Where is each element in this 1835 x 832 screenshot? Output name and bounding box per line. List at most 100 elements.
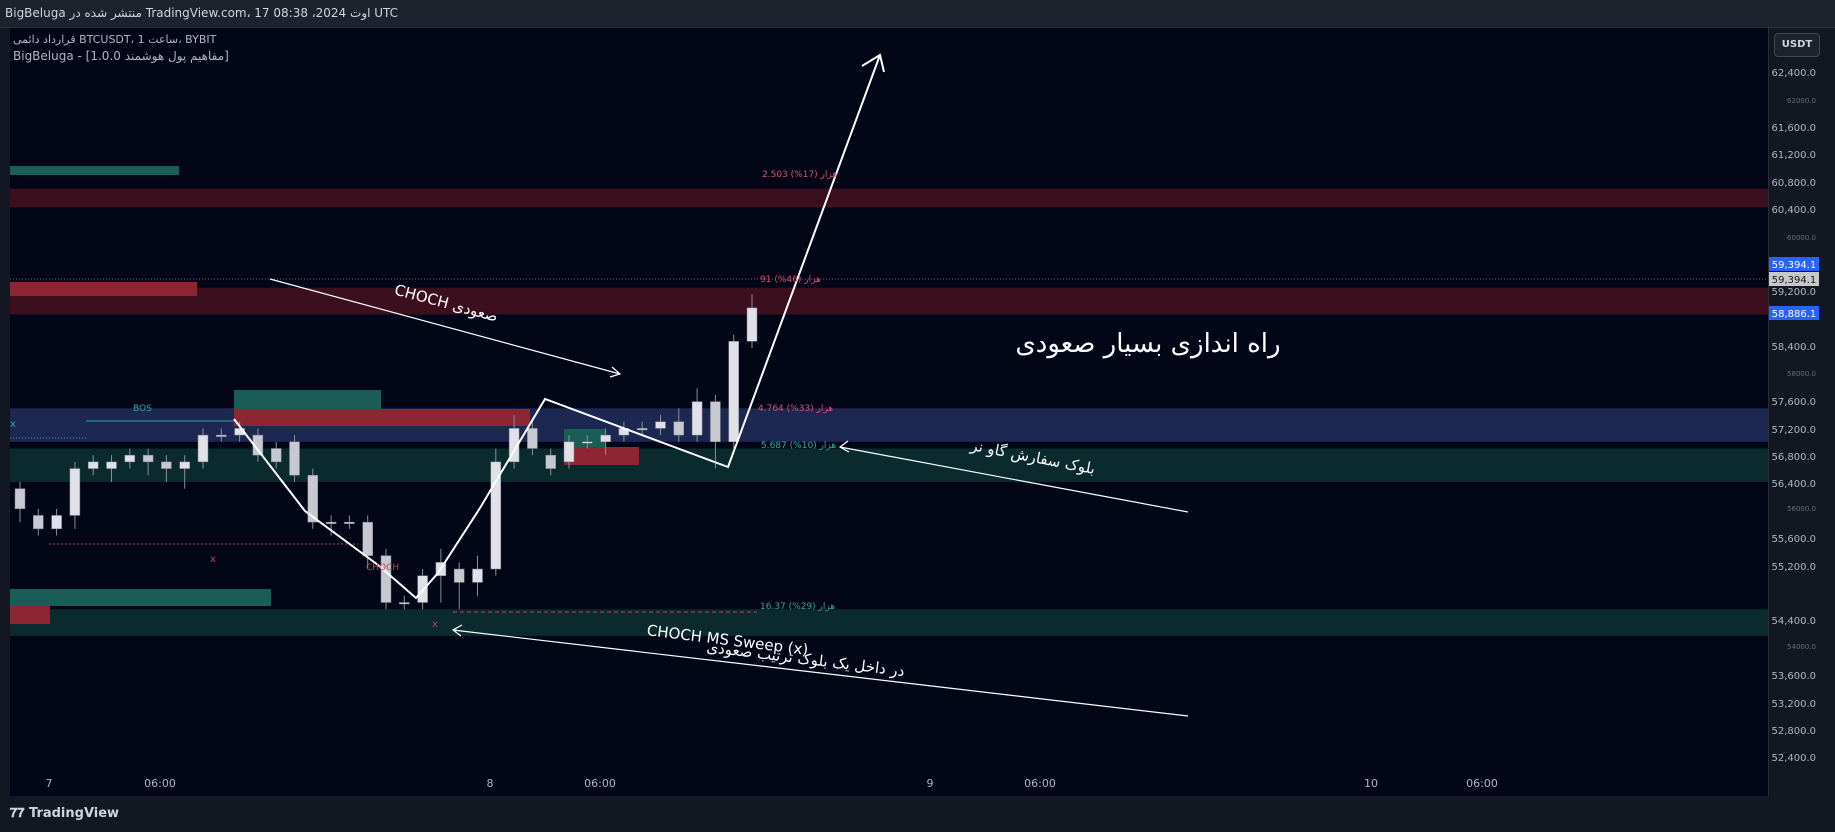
price-minor-tick: 56000.0 [1787, 505, 1816, 513]
price-tick-label: 58,400.0 [1771, 342, 1816, 353]
currency-button[interactable]: USDT [1774, 33, 1820, 57]
candle [270, 448, 282, 463]
indicator-line: BigBeluga - [مفاهیم پول هوشمند 1.0.0] [13, 49, 229, 63]
price-tick-label: 53,200.0 [1771, 699, 1816, 710]
price-tick-label: 61,200.0 [1771, 150, 1816, 161]
candle [600, 434, 611, 443]
candle [380, 555, 392, 603]
candle [582, 441, 593, 444]
price-badge-grey [1769, 272, 1819, 286]
candle [197, 434, 209, 463]
candle [362, 521, 373, 556]
price-tick-label: 61,600.0 [1771, 123, 1816, 134]
zone-band-3 [10, 448, 1768, 482]
publish-info: BigBeluga منتشر شده در TradingView.com، … [5, 6, 399, 20]
sweep-x-marker: x [432, 619, 438, 630]
candle [508, 428, 520, 463]
zone-band-1 [10, 287, 1768, 315]
candle [252, 434, 264, 456]
candle [216, 434, 227, 437]
tradingview-logo-icon: 𝟕𝟕 [10, 806, 25, 821]
candle [399, 602, 410, 605]
bear-order-block [10, 606, 50, 624]
time-tick-label: 7 [46, 777, 53, 790]
price-tick-label: 60,800.0 [1771, 178, 1816, 189]
tradingview-logo-text: TradingView [29, 806, 120, 821]
zone-label: 4.764 هزار (33%) [758, 404, 833, 414]
time-tick-label: 9 [927, 777, 934, 790]
price-tick-label: 52,800.0 [1771, 726, 1816, 737]
candle [344, 521, 355, 524]
candle [307, 475, 319, 523]
candle [453, 568, 465, 583]
price-axis[interactable] [1768, 28, 1835, 796]
candle [87, 461, 99, 469]
candle [161, 461, 172, 469]
tradingview-logo[interactable]: 𝟕𝟕 TradingView [10, 806, 119, 821]
price-tick-label: 62,400.0 [1771, 68, 1816, 79]
sweep-arrow [452, 629, 1189, 717]
zone-label: 2.503 هزار (17%) [762, 170, 837, 180]
symbol-line: قرارداد دائمی BTCUSDT، 1 ساعت، BYBIT [13, 33, 217, 46]
candle [655, 421, 666, 429]
price-tick-label: 56,800.0 [1771, 452, 1816, 463]
bull-order-block [10, 166, 179, 175]
time-tick-label: 06:00 [144, 777, 176, 790]
price-badge-blue-text: 59,394.1 [1772, 260, 1817, 271]
candle [710, 401, 721, 443]
chart-legend: قرارداد دائمی BTCUSDT، 1 ساعت، BYBIT Big… [13, 33, 229, 66]
bull-order-block [564, 429, 606, 447]
bull-ob-arrow [839, 446, 1189, 513]
candle [545, 454, 556, 469]
price-tick-label: 59,200.0 [1771, 287, 1816, 298]
price-minor-tick: 60000.0 [1787, 234, 1816, 242]
trend-path [233, 54, 881, 600]
candle [691, 401, 703, 436]
sweep-x-marker: x [210, 554, 216, 565]
price-minor-tick: 58000.0 [1787, 370, 1816, 378]
candle [490, 461, 502, 570]
bear-order-block [564, 447, 639, 465]
choch-small-label: CHOCH [366, 563, 399, 573]
time-tick-label: 10 [1364, 777, 1378, 790]
candle [51, 515, 62, 530]
price-tick-label: 55,600.0 [1771, 534, 1816, 545]
headline-text: راه اندازی بسیار صعودی [1015, 329, 1280, 359]
price-tick-label: 57,200.0 [1771, 425, 1816, 436]
time-tick-label: 06:00 [584, 777, 616, 790]
bull-order-block [234, 390, 381, 409]
candle [69, 468, 81, 516]
zone-band-0 [10, 188, 1768, 208]
price-tick-label: 52,400.0 [1771, 753, 1816, 764]
bull-ob-arrowhead [838, 440, 850, 453]
price-tick-label: 54,400.0 [1771, 616, 1816, 627]
choch-arrow [269, 278, 621, 375]
top-bar: BigBeluga منتشر شده در TradingView.com، … [0, 0, 1835, 28]
price-tick-label: 60,400.0 [1771, 205, 1816, 216]
zone-label: 5.687 هزار (10%) [761, 441, 836, 451]
candle [124, 454, 136, 463]
zone-band-4 [10, 609, 1768, 636]
bos-label: BOS [133, 404, 152, 414]
candle [728, 341, 739, 443]
price-badge-blue [1769, 306, 1819, 320]
candle [746, 307, 758, 342]
candle [179, 461, 190, 469]
price-badge-blue [1769, 257, 1819, 271]
price-minor-tick: 54000.0 [1787, 643, 1816, 651]
zone-label: 91 هزار (46%) [760, 275, 821, 285]
candle [14, 488, 26, 509]
time-tick-label: 06:00 [1024, 777, 1056, 790]
candle [289, 441, 300, 476]
price-badge-grey-text: 59,394.1 [1772, 275, 1817, 286]
candle [142, 454, 154, 463]
candle [472, 568, 483, 583]
candle [325, 521, 337, 524]
candle [33, 515, 44, 530]
sweep-x-marker: x [10, 419, 16, 430]
price-tick-label: 55,200.0 [1771, 562, 1816, 573]
bear-order-block [234, 409, 530, 426]
footer: 𝟕𝟕 TradingView [0, 796, 1835, 832]
choch-arrowhead [609, 366, 622, 378]
trend-arrowhead [861, 53, 885, 73]
